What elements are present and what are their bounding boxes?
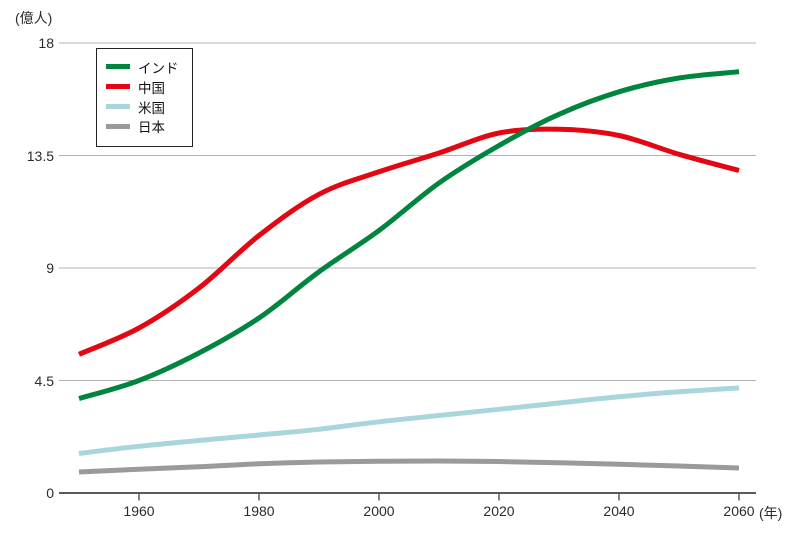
legend: インド 中国 米国 日本 bbox=[96, 48, 193, 147]
x-axis-unit-label: (年) bbox=[759, 505, 783, 521]
x-tick-label-2060: 2060 bbox=[723, 503, 755, 519]
series-line-japan bbox=[78, 458, 740, 475]
legend-label-usa: 米国 bbox=[138, 100, 165, 116]
legend-label-india: インド bbox=[138, 60, 179, 76]
x-tick-label-2020: 2020 bbox=[483, 503, 515, 519]
legend-swatch-china bbox=[106, 84, 130, 90]
y-tick-label-4.5: 4.5 bbox=[34, 372, 54, 389]
y-tick-label-9: 9 bbox=[46, 260, 54, 276]
legend-swatch-india bbox=[106, 64, 130, 70]
x-tick-label-1980: 1980 bbox=[243, 503, 275, 519]
series-line-india bbox=[78, 69, 740, 401]
legend-swatch-usa bbox=[106, 103, 130, 109]
legend-label-china: 中国 bbox=[138, 80, 165, 96]
y-tick-label-18: 18 bbox=[38, 35, 54, 51]
legend-swatch-japan bbox=[106, 123, 130, 129]
series-line-china bbox=[77, 126, 740, 357]
x-tick-label-2040: 2040 bbox=[603, 503, 635, 519]
legend-item-india: インド bbox=[106, 57, 192, 77]
y-tick-label-0: 0 bbox=[46, 485, 54, 501]
x-tick-label-1960: 1960 bbox=[123, 503, 155, 519]
legend-item-usa: 米国 bbox=[106, 97, 192, 117]
legend-item-japan: 日本 bbox=[106, 116, 192, 136]
legend-label-japan: 日本 bbox=[138, 120, 165, 136]
y-axis-unit-label: (億人) bbox=[15, 10, 53, 26]
legend-item-china: 中国 bbox=[106, 77, 192, 97]
series-line-usa bbox=[78, 385, 740, 456]
y-tick-label-13.5: 13.5 bbox=[26, 147, 54, 164]
x-tick-label-2000: 2000 bbox=[363, 503, 395, 519]
